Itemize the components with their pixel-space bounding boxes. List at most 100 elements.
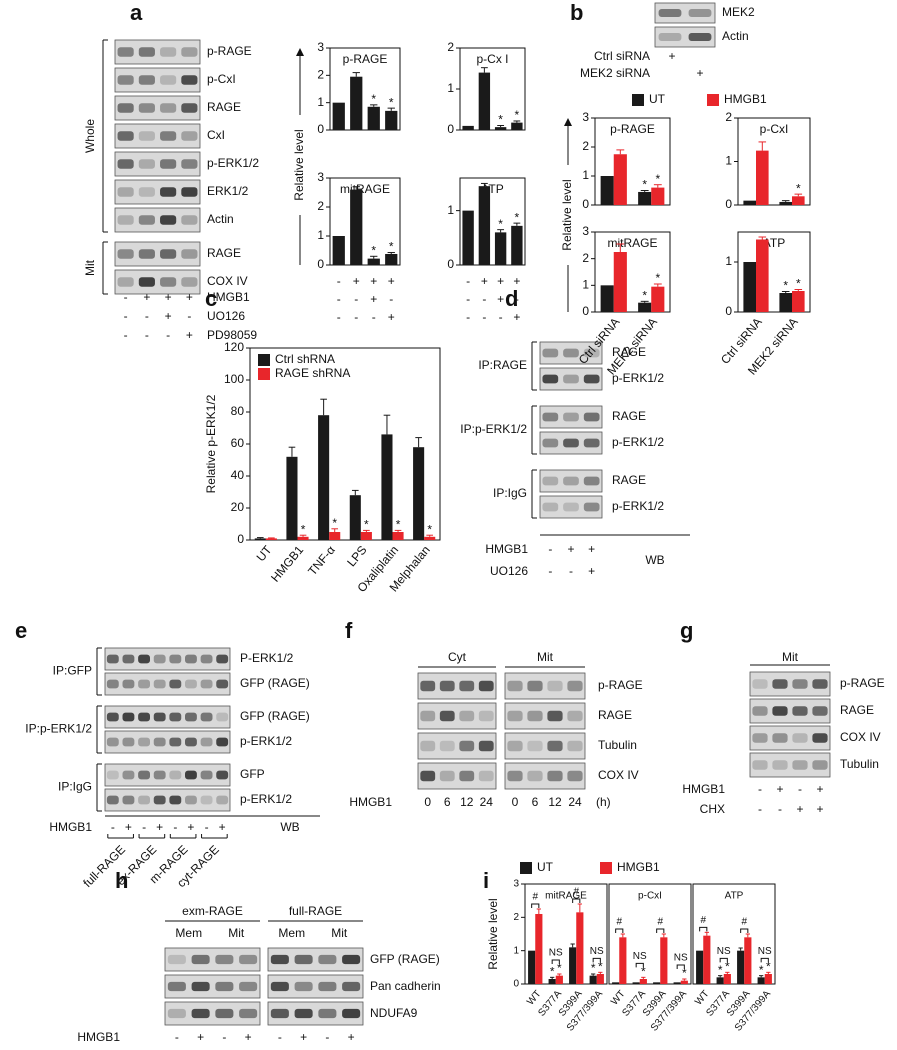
blot-label: p-ERK1/2 [612,499,664,513]
subplot-title: ATP [725,891,744,902]
subplot-title: p-RAGE [610,122,655,136]
blot-band [772,760,788,770]
bar [424,536,436,540]
blot-band [216,795,229,805]
blot [164,1001,261,1026]
significance-star: * [591,961,596,975]
significance-star: * [332,516,337,530]
treatment-name: MEK2 siRNA [580,66,650,80]
bar [576,912,584,984]
blot-band [294,1008,313,1019]
blot-band [542,476,559,486]
treatment-sign: - [173,820,177,834]
significance-star: * [364,518,369,532]
blot-band [191,1008,210,1019]
significance-star: * [642,289,647,303]
blot-band [507,770,523,782]
blot-band [752,706,768,716]
blot-band [567,770,583,782]
blot [267,974,364,999]
treatment-sign: - [548,564,552,578]
treatment-sign: - [325,1030,329,1044]
y-tick-label: 0 [582,304,589,318]
y-tick-label: 1 [725,154,732,168]
bar [779,293,792,312]
significance-star: * [396,518,401,532]
blot-band [200,654,213,664]
blot [104,705,231,729]
blot-band [752,760,768,770]
bar [462,125,474,130]
treatment-sign: - [758,782,762,796]
plot-frame [737,231,811,313]
blot-band [583,374,600,384]
bar [596,974,604,984]
significance-star: * [655,271,660,285]
treatment-sign: - [145,328,149,342]
blot [164,947,261,972]
bar [478,186,491,265]
treatment-sign: + [668,49,675,63]
bracket-label: # [741,917,747,928]
blot-band [138,249,155,259]
blot-label: RAGE [207,100,241,114]
y-tick-label: 1 [513,945,519,956]
significance-star: * [725,960,730,974]
x-tick-label: LPS [344,543,369,569]
blot-band [106,712,119,722]
bracket-label: NS [674,953,688,964]
treatment-sign: - [124,290,128,304]
fraction-label: Mem [175,926,202,940]
blot-band [563,438,579,448]
significance-star: * [371,92,376,106]
bar [511,225,523,265]
bracket-label: # [657,917,663,928]
treatment-sign: + [796,802,803,816]
treatment-sign: + [481,274,488,288]
treatment-sign: - [337,292,341,306]
blot-band [542,438,559,448]
treatment-sign: + [156,820,163,834]
blot-label: P-ERK1/2 [240,651,294,665]
y-tick-label: 2 [513,912,519,923]
blot-band [547,680,563,692]
blot-band [181,131,198,141]
time-label: 12 [460,795,474,809]
y-axis-label: Relative p-ERK1/2 [204,394,218,493]
panel-letter: f [345,618,353,643]
blot-band [106,737,119,747]
blot-band [542,348,559,358]
treatment-sign: + [300,1030,307,1044]
fraction-label: Mit [782,650,799,664]
bar [589,975,597,984]
plot-frame [329,47,401,131]
blot-band [160,249,177,259]
blot [114,207,201,233]
blot-band [117,159,134,169]
blot-band [583,412,600,422]
y-tick-label: 1 [317,228,324,242]
blot-band [160,215,177,225]
treatment-sign: - [142,820,146,834]
y-tick-label: 0 [725,304,732,318]
blot-band [439,770,455,782]
significance-star: * [642,178,647,192]
treatment-sign: + [696,66,703,80]
bar [511,122,523,130]
blot-band [153,795,166,805]
blot-band [138,795,150,805]
bar [478,72,491,130]
treatment-name: UO126 [490,564,528,578]
blot-band [153,770,166,780]
blot-label: RAGE [612,473,646,487]
blot-band [138,131,155,141]
panel-letter: a [130,0,143,25]
blot [539,469,603,493]
blot-label: MEK2 [722,5,755,19]
bar [332,236,345,265]
time-label: 0 [424,795,431,809]
blot [504,672,586,700]
blot-band [527,680,543,692]
blot [749,752,831,778]
treatment-name: HMGB1 [49,820,92,834]
